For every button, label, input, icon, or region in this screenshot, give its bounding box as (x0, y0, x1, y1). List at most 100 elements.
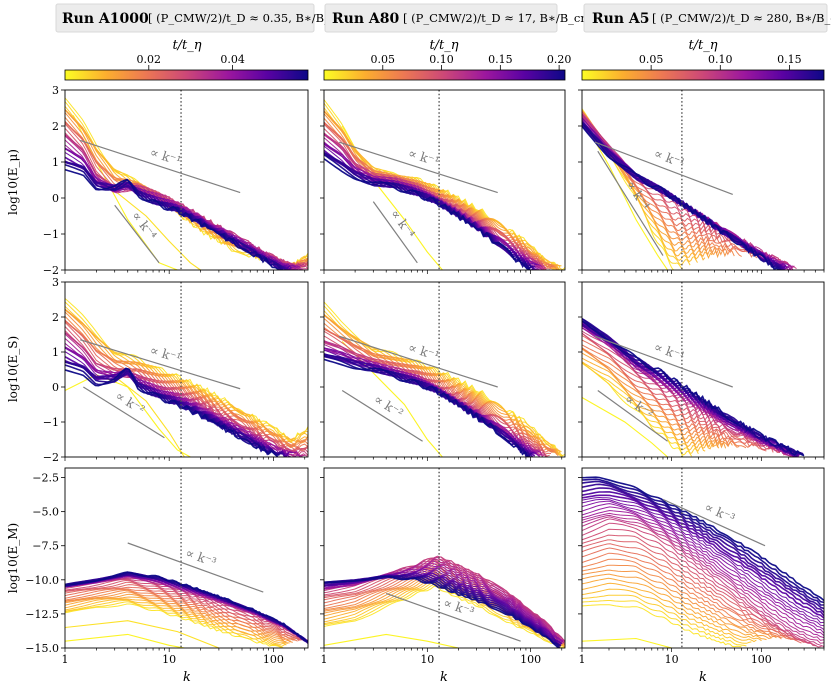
ytick-label: −1 (43, 228, 59, 241)
spectrum-curve (324, 575, 560, 648)
spectrum-curve (582, 491, 824, 617)
slope-label: ∝ k⁻⁴ (129, 208, 160, 242)
ytick-label: 0 (52, 381, 59, 394)
spectrum-curve (582, 518, 824, 648)
spectrum-curve (582, 116, 787, 267)
spectrum-curve (324, 107, 563, 270)
spectrum-curve (582, 514, 824, 641)
spectrum-curve (324, 354, 533, 457)
spectrum-curve (582, 496, 824, 621)
plot-area (324, 468, 565, 648)
panel-frame (581, 467, 825, 649)
spectrum-curve (582, 318, 804, 456)
panel-frame (64, 467, 309, 649)
header-run-a5: Run A5 [ (P_CMW/2)/t_D ≈ 280, B∗/B_crit … (583, 3, 831, 33)
spectrum-curve (65, 168, 281, 270)
spectrum-curve (65, 112, 308, 270)
spectrum-curve (65, 588, 298, 642)
spectrum-curve (582, 543, 802, 644)
colorbar-tick-label: 0.15 (488, 53, 513, 66)
spectrum-curve (324, 585, 565, 648)
spectrum-curve-early (65, 374, 191, 457)
spectrum-curve (582, 564, 782, 640)
slope-reference-line (594, 335, 733, 388)
xtick-label: 100 (520, 653, 541, 666)
colorbar-tick-label: 0.05 (639, 53, 664, 66)
slope-reference-line (83, 386, 165, 439)
ylabel-row-1: log10(E_S) (6, 336, 20, 402)
spectrum-curve (582, 528, 817, 647)
slope-reference-line (341, 389, 423, 442)
spectrum-curve-early (582, 637, 672, 648)
slope-reference-line (594, 141, 733, 195)
spectrum-curve (582, 361, 706, 452)
ytick-label: −12.5 (25, 608, 59, 621)
spectrum-curve (582, 478, 824, 604)
ytick-label: 1 (52, 156, 59, 169)
spectrum-curve (582, 320, 805, 457)
spectrum-curve (582, 582, 762, 642)
spectrum-curve (582, 552, 792, 640)
spectrum-curve (65, 579, 305, 641)
spectrum-curve (582, 357, 713, 450)
spectrum-curve (582, 120, 791, 269)
spectrum-curve (582, 115, 797, 270)
spectrum-curve (65, 367, 279, 457)
spectrum-curve (324, 122, 553, 268)
ytick-label: −7.5 (32, 540, 59, 553)
spectrum-curve (582, 323, 799, 457)
panels: 0.02 0.04 ∝ k⁻¹∝ k⁻⁴ −2 −1 0 1 2 3 ∝ k⁻¹∝ k⁻² −2 −1… (25, 53, 825, 666)
spectrum-curve-early (114, 376, 185, 457)
spectrum-curve (582, 332, 774, 453)
plot-area (582, 282, 805, 457)
xtick-label: 1 (579, 653, 586, 666)
spectrum-curve (582, 113, 795, 269)
ylabel-row-0: log10(E_μ) (6, 149, 20, 215)
spectrum-curve (324, 314, 560, 456)
header-box (55, 3, 315, 33)
spectrum-curve (582, 506, 824, 634)
ytick-label: 1 (52, 346, 59, 359)
spectrum-curve (582, 347, 733, 448)
xtick-label: 10 (665, 653, 679, 666)
run-label: Run A5 (592, 11, 649, 27)
slope-reference-line (597, 390, 668, 442)
plot-area (324, 282, 565, 457)
ytick-label: −2 (43, 264, 59, 277)
spectrum-curve (65, 122, 308, 269)
panel-e-mu: ∝ k⁻¹∝ k⁻⁴ (320, 89, 566, 274)
header-box (324, 3, 558, 33)
xlabel: k (699, 670, 707, 685)
spectrum-curve (324, 328, 553, 453)
spectrum-curve (65, 127, 308, 269)
spectrum-curve-early (582, 118, 669, 270)
spectrum-curve-early (114, 190, 201, 270)
colorbar-tick-label: 0.10 (429, 53, 454, 66)
xlabel: k (183, 670, 191, 685)
spectrum-curve (582, 569, 777, 639)
xtick-label: 100 (751, 653, 772, 666)
colorbar-label: t/t_η (688, 38, 717, 53)
panel-frame (64, 89, 309, 271)
header-run-a80: Run A80 [ (P_CMW/2)/t_D ≈ 17, B∗/B_crit … (324, 3, 638, 33)
spectrum-curve (582, 498, 824, 624)
colorbar (64, 69, 309, 81)
slope-reference-line (372, 201, 418, 264)
spectrum-curve (324, 571, 563, 644)
spectrum-curve (582, 600, 747, 647)
colorbar-tick-label: 0.05 (371, 53, 396, 66)
colorbar-tick-label: 0.15 (777, 53, 802, 66)
spectrum-curve (582, 512, 824, 639)
colorbar (581, 69, 825, 81)
spectrum-curve (65, 578, 306, 642)
spectrum-curve (65, 123, 308, 270)
panel-e-m: ∝ k⁻³1 10 100 (320, 467, 566, 666)
colorbar-tick-label: 0.04 (220, 53, 245, 66)
spectrum-curve (582, 487, 824, 614)
spectrum-curve (582, 125, 780, 270)
colorbar-tick-label: 0.02 (137, 53, 162, 66)
panel-frame (64, 281, 309, 458)
colorbar-tick-label: 0.10 (708, 53, 733, 66)
spectrum-curve (324, 560, 565, 643)
